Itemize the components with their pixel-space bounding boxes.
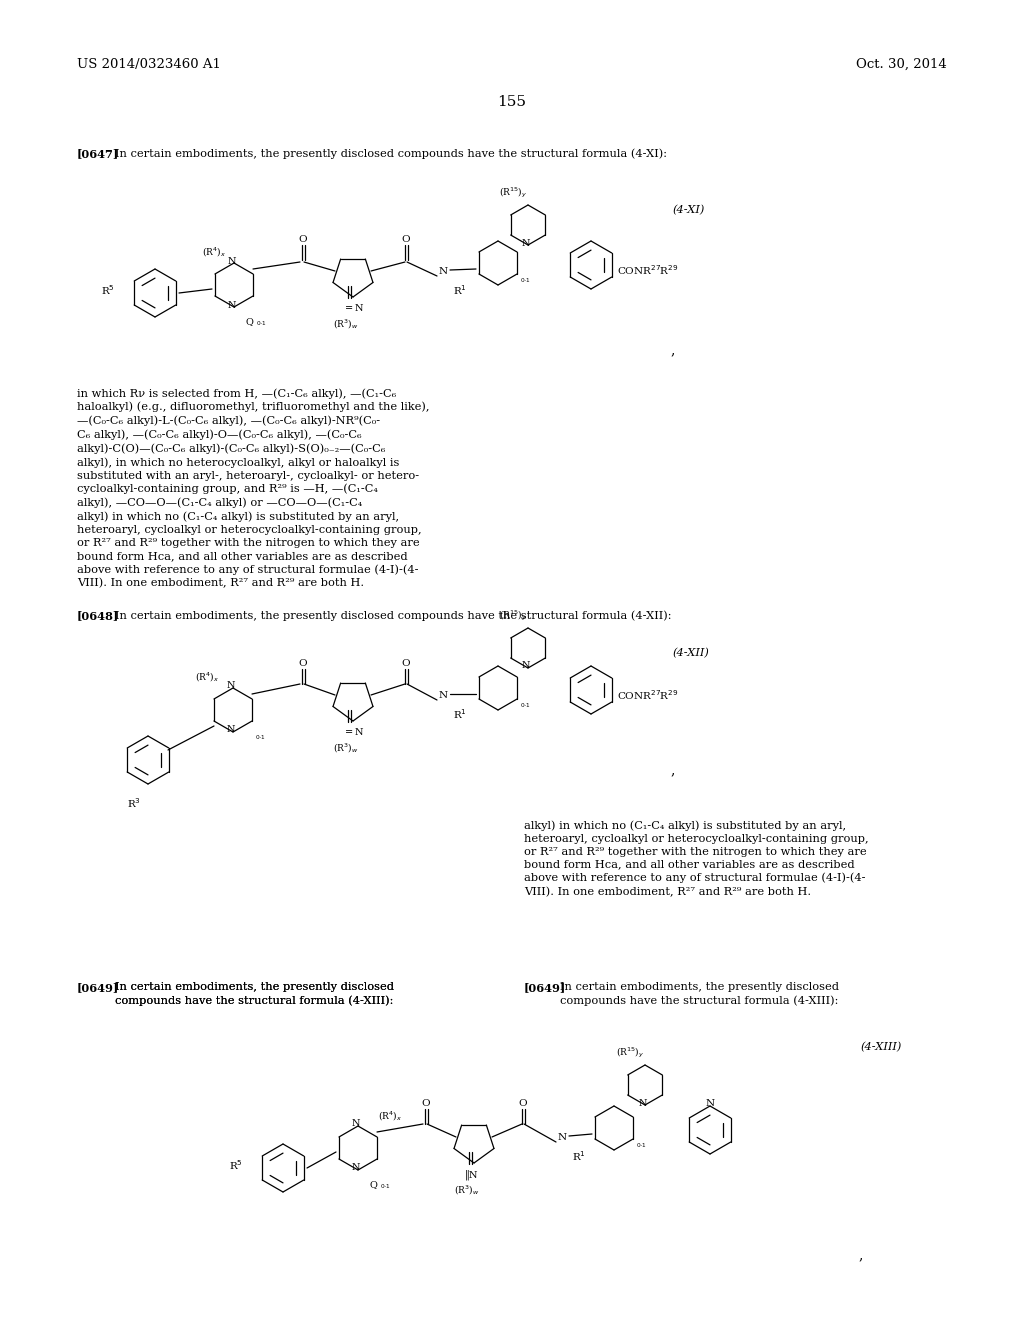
Text: [0648]: [0648] [77, 610, 119, 620]
Text: Oct. 30, 2014: Oct. 30, 2014 [856, 58, 947, 71]
Text: CONR$^{27}$R$^{29}$: CONR$^{27}$R$^{29}$ [617, 263, 679, 277]
Text: R$^1$: R$^1$ [572, 1150, 586, 1163]
Text: ,: , [670, 343, 675, 356]
Text: (R$^3$)$_w$: (R$^3$)$_w$ [333, 742, 358, 755]
Text: $\|$N: $\|$N [464, 1168, 479, 1181]
Text: R$^1$: R$^1$ [453, 282, 467, 297]
Text: R$^3$: R$^3$ [127, 796, 141, 809]
Text: $_{0\text{-}1}$: $_{0\text{-}1}$ [520, 277, 531, 285]
Text: $=$N: $=$N [343, 726, 365, 737]
Text: N: N [522, 661, 530, 671]
Text: O: O [401, 235, 411, 244]
Text: O: O [299, 235, 307, 244]
Text: (R$^4$)$_x$: (R$^4$)$_x$ [378, 1109, 402, 1123]
Text: In certain embodiments, the presently disclosed compounds have the structural fo: In certain embodiments, the presently di… [115, 148, 667, 158]
Text: $_{0\text{-}1}$: $_{0\text{-}1}$ [636, 1142, 647, 1151]
Text: $_{0\text{-}1}$: $_{0\text{-}1}$ [256, 319, 267, 327]
Text: N: N [438, 692, 447, 701]
Text: In certain embodiments, the presently disclosed
compounds have the structural fo: In certain embodiments, the presently di… [115, 982, 394, 1006]
Text: R$^1$: R$^1$ [453, 708, 467, 721]
Text: N: N [352, 1119, 360, 1129]
Text: (R$^{15}$)$_y$: (R$^{15}$)$_y$ [499, 186, 527, 201]
Text: (R$^4$)$_x$: (R$^4$)$_x$ [202, 246, 226, 259]
Text: R$^5$: R$^5$ [229, 1158, 243, 1172]
Text: in which Rν is selected from H, —(C₁-C₆ alkyl), —(C₁-C₆
haloalkyl) (e.g., difluo: in which Rν is selected from H, —(C₁-C₆ … [77, 388, 429, 589]
Text: In certain embodiments, the presently disclosed
compounds have the structural fo: In certain embodiments, the presently di… [115, 982, 394, 1006]
Text: Q: Q [370, 1180, 378, 1189]
Text: N: N [438, 268, 447, 276]
Text: $_{0\text{-}1}$: $_{0\text{-}1}$ [380, 1181, 391, 1191]
Text: N: N [522, 239, 530, 248]
Text: $_{0\text{-}1}$: $_{0\text{-}1}$ [520, 701, 531, 710]
Text: N: N [352, 1163, 360, 1172]
Text: US 2014/0323460 A1: US 2014/0323460 A1 [77, 58, 221, 71]
Text: N: N [226, 726, 236, 734]
Text: (4-XIII): (4-XIII) [860, 1041, 901, 1052]
Text: alkyl) in which no (C₁-C₄ alkyl) is substituted by an aryl,
heteroaryl, cycloalk: alkyl) in which no (C₁-C₄ alkyl) is subs… [524, 820, 868, 898]
Text: ,: , [670, 763, 675, 777]
Text: N: N [639, 1098, 647, 1107]
Text: (R$^3$)$_w$: (R$^3$)$_w$ [333, 318, 358, 331]
Text: CONR$^{27}$R$^{29}$: CONR$^{27}$R$^{29}$ [617, 688, 679, 702]
Text: N: N [557, 1134, 566, 1143]
Text: N: N [226, 681, 236, 690]
Text: (R$^{15}$)$_y$: (R$^{15}$)$_y$ [616, 1045, 644, 1060]
Text: In certain embodiments, the presently disclosed compounds have the structural fo: In certain embodiments, the presently di… [115, 610, 672, 620]
Text: R$^5$: R$^5$ [101, 282, 115, 297]
Text: 155: 155 [498, 95, 526, 110]
Text: [0649]: [0649] [77, 982, 119, 993]
Text: (R$^{15}$)$_y$: (R$^{15}$)$_y$ [499, 609, 527, 623]
Text: N: N [227, 256, 237, 265]
Text: (R$^3$)$_w$: (R$^3$)$_w$ [454, 1184, 479, 1197]
Text: N: N [706, 1098, 715, 1107]
Text: (4-XII): (4-XII) [672, 648, 709, 659]
Text: O: O [299, 660, 307, 668]
Text: In certain embodiments, the presently disclosed
compounds have the structural fo: In certain embodiments, the presently di… [560, 982, 839, 1006]
Text: Q: Q [246, 317, 254, 326]
Text: [0649]: [0649] [524, 982, 566, 993]
Text: (4-XI): (4-XI) [672, 205, 705, 215]
Text: (R$^4$)$_x$: (R$^4$)$_x$ [195, 671, 219, 684]
Text: $=$N: $=$N [343, 302, 365, 313]
Text: O: O [519, 1100, 527, 1109]
Text: O: O [422, 1100, 430, 1109]
Text: O: O [401, 660, 411, 668]
Text: N: N [227, 301, 237, 309]
Text: $_{0\text{-}1}$: $_{0\text{-}1}$ [255, 734, 266, 742]
Text: [0647]: [0647] [77, 148, 119, 158]
Text: ,: , [858, 1247, 862, 1262]
